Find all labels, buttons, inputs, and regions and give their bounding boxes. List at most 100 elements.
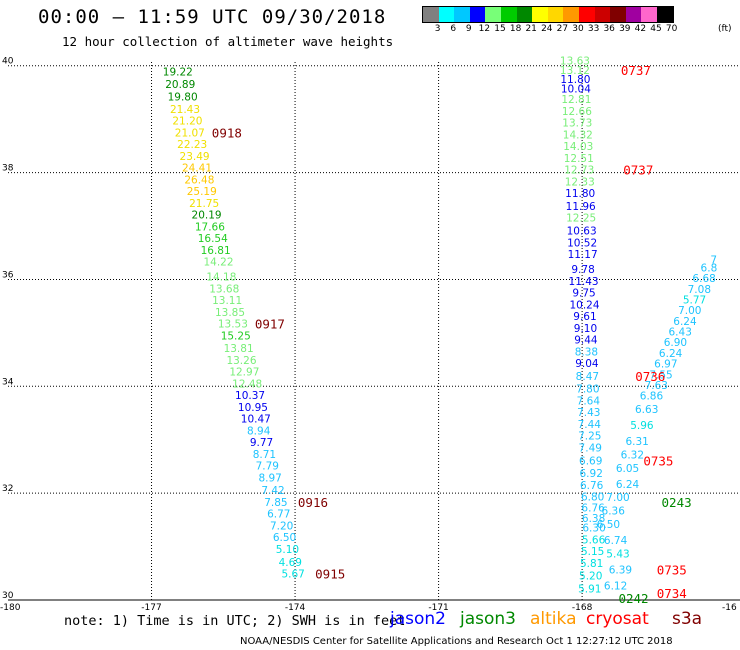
wave-height-value: 9.04 [575,358,599,370]
lat-tick-label: 36 [2,270,14,280]
legend-swatch [423,7,439,22]
wave-height-value: 13.85 [215,307,245,319]
legend-tick-label: 42 [634,24,647,34]
wave-height-value: 6.38 [582,513,605,525]
wave-height-value: 6.50 [597,519,620,531]
legend-tick-label: 70 [665,24,678,34]
wave-height-value: 5.77 [683,294,706,306]
wave-height-value: 14.22 [203,257,233,269]
wave-height-value: 10.37 [235,390,265,402]
wave-height-value: 7.85 [264,497,287,509]
wave-height-value: 10.63 [567,226,597,238]
wave-height-value: 6.80 [581,492,604,504]
wave-height-value: 12.97 [229,367,259,379]
satellite-label-jason3: jason3 [460,609,516,629]
wave-height-value: 8.47 [576,371,599,383]
legend-tick-label: 27 [556,24,569,34]
wave-height-value: 12.33 [565,176,595,188]
wave-height-value: 8.94 [247,425,271,437]
wave-height-value: 5.81 [580,558,603,570]
wave-height-value: 7.79 [256,461,279,473]
wave-height-value: 26.48 [184,174,214,186]
wave-height-value: 7.63 [645,380,668,392]
wave-height-value: 13.12 [560,65,590,77]
legend-tick-label: 45 [650,24,662,34]
wave-height-value: 6.50 [273,532,296,544]
legend-swatch [485,7,501,22]
legend-tick-label: 36 [603,24,615,34]
wave-height-value: 5.66 [582,534,606,546]
legend-tick-label: 3 [434,24,441,34]
wave-height-value: 14.32 [563,129,593,141]
pass-time-label: 0734 [657,586,687,601]
legend-units: (ft) [718,24,732,34]
wave-height-value: 5.15 [581,546,604,558]
wave-height-value: 6.31 [625,436,648,448]
wave-height-value: 6.90 [664,337,687,349]
pass-time-label: 0735 [657,562,687,577]
lon-tick-label: -168 [572,603,593,613]
lat-tick-label: 40 [2,57,14,67]
wave-height-value: 21.07 [175,127,205,139]
wave-height-value: 8.38 [575,346,598,358]
lat-tick-label: 30 [2,591,14,601]
wave-height-value: 6.92 [580,468,603,480]
wave-height-value: 16.54 [198,233,228,245]
wave-height-value: 7.08 [688,284,711,296]
legend-tick-label: 33 [587,24,600,34]
wave-height-value: 6.05 [616,463,639,475]
lon-tick-label: -171 [428,603,448,613]
wave-height-value: 7.00 [606,492,629,504]
wave-height-value: 10.04 [561,83,591,95]
legend-swatch [610,7,626,22]
satellite-label-altika: altika [530,609,577,629]
legend-swatch [656,7,673,22]
wave-height-value: 9.44 [574,335,598,347]
wave-height-value: 24.41 [182,163,212,175]
wave-height-value: 6.43 [669,327,692,339]
lon-tick-label: -180 [0,603,21,613]
pass-time-label: 0916 [298,495,328,510]
wave-height-value: 6.68 [692,273,715,285]
wave-height-value: 11.80 [565,188,595,200]
lat-tick-label: 32 [2,484,13,494]
wave-height-value: 6.8 [701,262,718,274]
wave-height-value: 14.18 [206,272,236,284]
legend-swatch [438,7,455,22]
pass-time-label: 0736 [635,369,665,384]
wave-height-value: 6.24 [659,348,683,360]
wave-height-value: 5.20 [579,571,602,583]
legend-tick-label: 21 [525,24,537,34]
wave-height-value: 13.68 [209,283,239,295]
wave-height-value: 6.24 [616,479,640,491]
wave-height-value: 5.91 [578,584,601,596]
wave-height-value: 6.32 [621,449,644,461]
wave-height-value: 7.00 [678,305,701,317]
wave-height-value: 12.25 [566,213,596,225]
wave-height-value: 23.49 [180,151,210,163]
wave-height-value: 4.69 [279,557,302,569]
wave-height-value: 9.10 [574,323,597,335]
legend-swatch [578,7,595,22]
wave-height-value: 13.26 [226,355,256,367]
lon-tick-label: -177 [141,603,161,613]
wave-height-value: 12.66 [562,106,592,118]
wave-height-value: 7.64 [577,395,601,407]
legend-swatch [532,7,548,22]
pass-time-label: 0243 [662,495,692,510]
wave-height-value: 6.24 [673,316,697,328]
wave-height-value: 5.43 [606,548,629,560]
wave-height-value: 11.43 [569,276,599,288]
wave-height-value: 19.22 [163,66,193,78]
legend-tick-label: 12 [478,24,491,34]
wave-height-value: 7.20 [270,520,293,532]
wave-height-value: 6.86 [640,391,664,403]
legend-swatch [625,7,642,22]
pass-time-label: 0242 [618,591,648,606]
wave-height-value: 25.19 [187,186,217,198]
wave-height-value: 11.96 [566,201,596,213]
wave-height-value: 6.97 [654,359,677,371]
wave-height-value: 9.75 [572,288,595,300]
wave-height-value: 7.43 [577,407,600,419]
wave-height-value: 6.76 [580,480,604,492]
